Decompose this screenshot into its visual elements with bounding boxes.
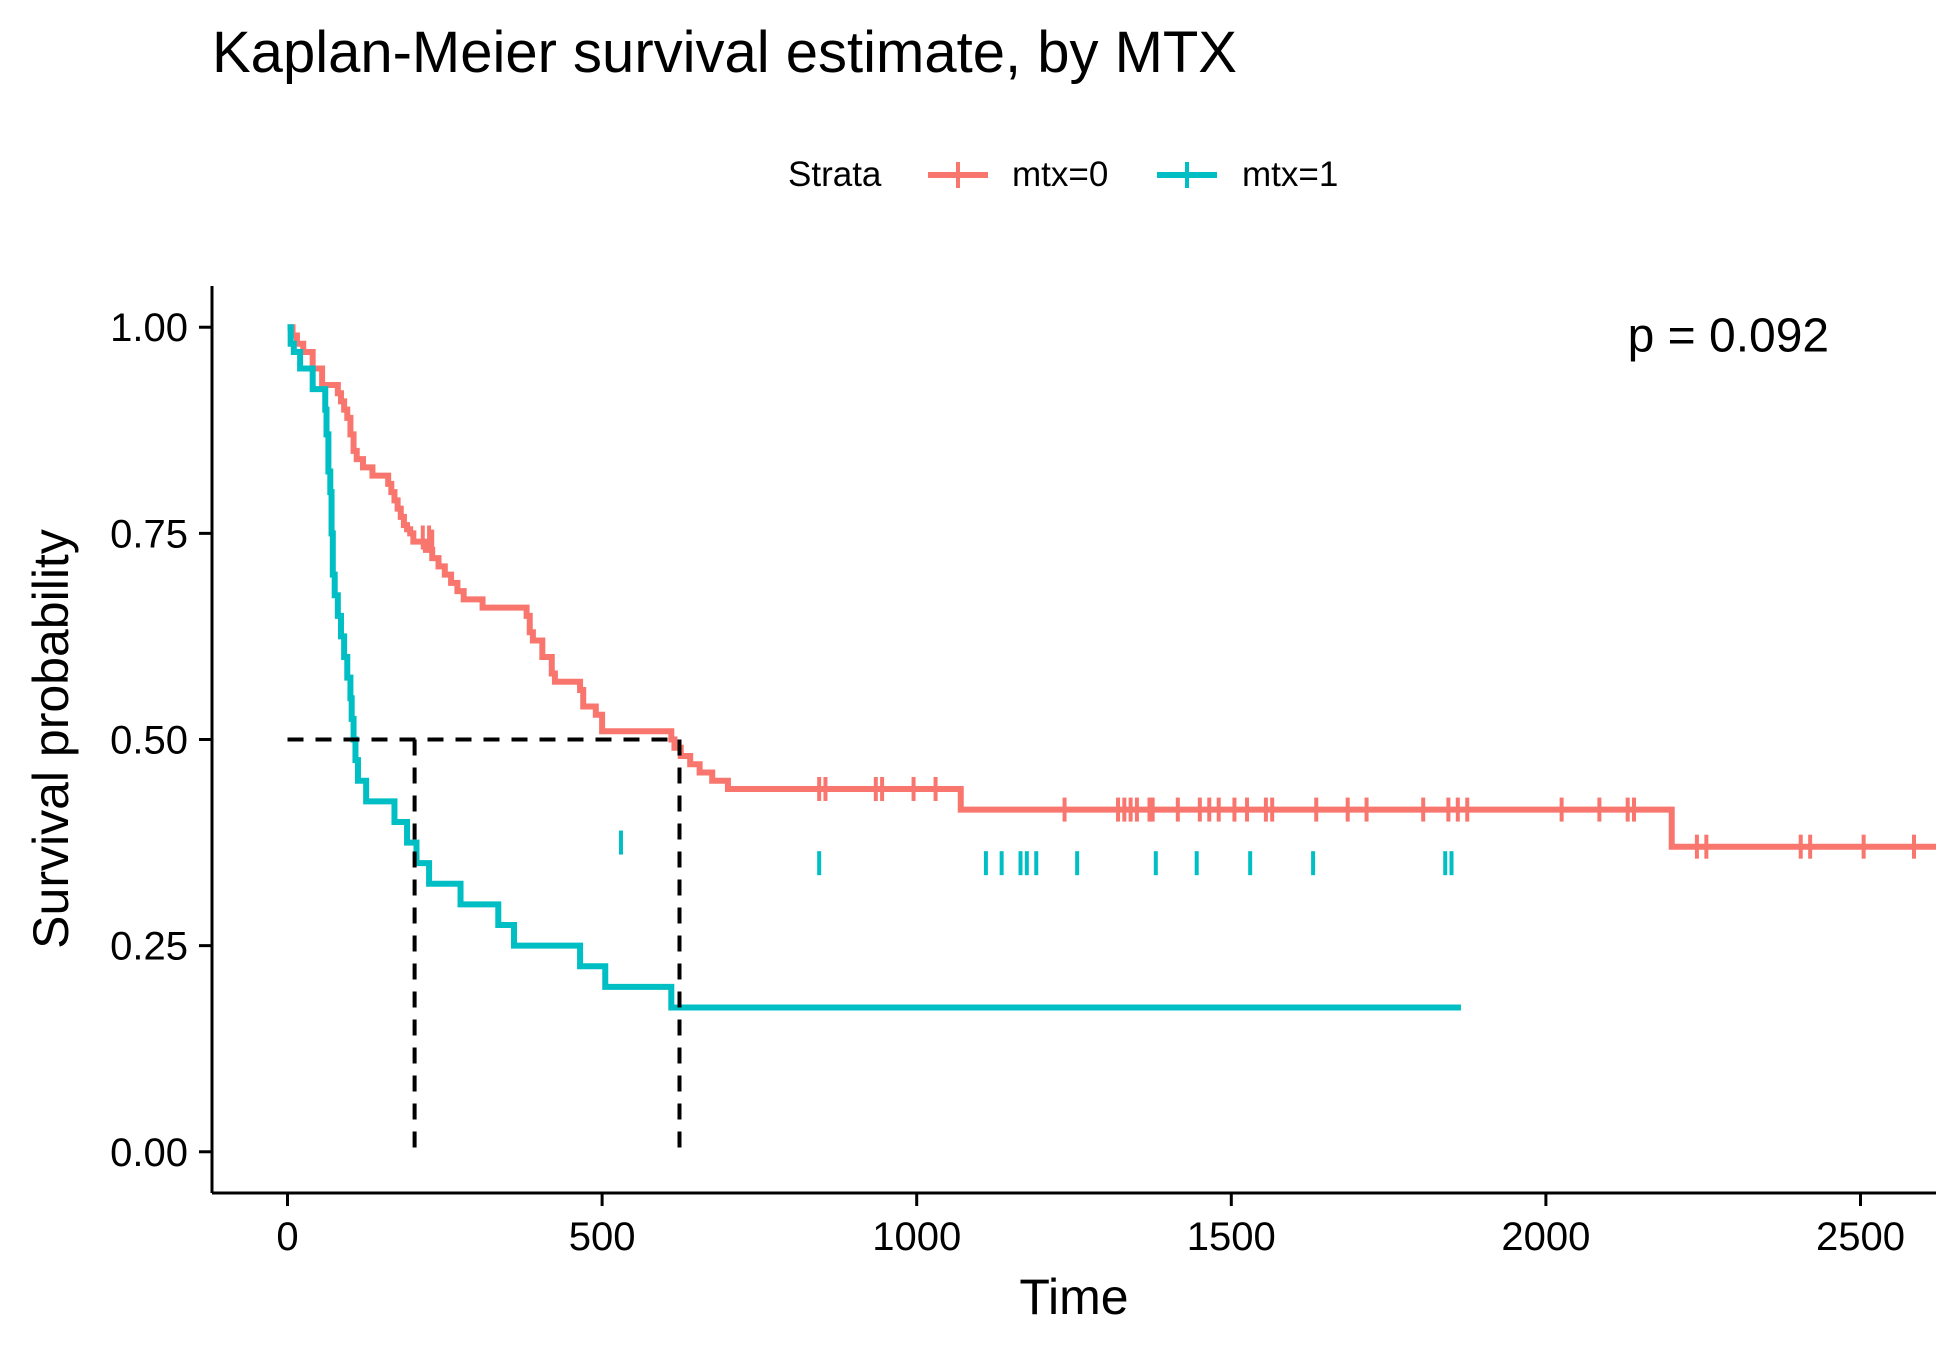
y-axis-title: Survival probability xyxy=(23,529,79,949)
plot-area xyxy=(287,324,1936,1152)
y-axis-ticks: 0.00 0.25 0.50 0.75 1.00 xyxy=(110,306,212,1175)
legend-label-mtx0: mtx=0 xyxy=(1012,155,1108,194)
legend-title: Strata xyxy=(788,155,882,194)
survival-curve-mtx1 xyxy=(287,324,1461,1011)
legend-entry-mtx1: mtx=1 xyxy=(1157,155,1338,194)
x-tick-label: 2000 xyxy=(1501,1215,1590,1259)
x-tick-label: 500 xyxy=(569,1215,636,1259)
y-tick-label: 0.50 xyxy=(110,719,188,763)
survival-curve-mtx0 xyxy=(287,324,1936,850)
y-tick-label: 0.75 xyxy=(110,512,188,556)
y-tick-label: 1.00 xyxy=(110,306,188,350)
legend-entry-mtx0: mtx=0 xyxy=(928,155,1108,194)
chart-title: Kaplan-Meier survival estimate, by MTX xyxy=(212,20,1237,85)
legend-label-mtx1: mtx=1 xyxy=(1242,155,1338,194)
x-tick-label: 1500 xyxy=(1187,1215,1276,1259)
y-tick-label: 0.25 xyxy=(110,925,188,969)
censor-marks-mtx0 xyxy=(420,525,1916,859)
p-value-annotation: p = 0.092 xyxy=(1628,309,1830,362)
x-tick-label: 1000 xyxy=(872,1215,961,1259)
x-tick-label: 2500 xyxy=(1816,1215,1905,1259)
x-axis-ticks: 0 500 1000 1500 2000 2500 xyxy=(276,1193,1905,1259)
legend: Strata mtx=0 mtx=1 xyxy=(788,155,1338,194)
x-axis-title: Time xyxy=(1019,1269,1128,1325)
axes: 0 500 1000 1500 2000 2500 0.00 0.25 0.50 0.75 1.0… xyxy=(110,286,1936,1259)
median-survival-lines xyxy=(287,737,682,1152)
y-tick-label: 0.00 xyxy=(110,1131,188,1175)
censor-marks-mtx1 xyxy=(618,830,1454,876)
x-tick-label: 0 xyxy=(276,1215,298,1259)
